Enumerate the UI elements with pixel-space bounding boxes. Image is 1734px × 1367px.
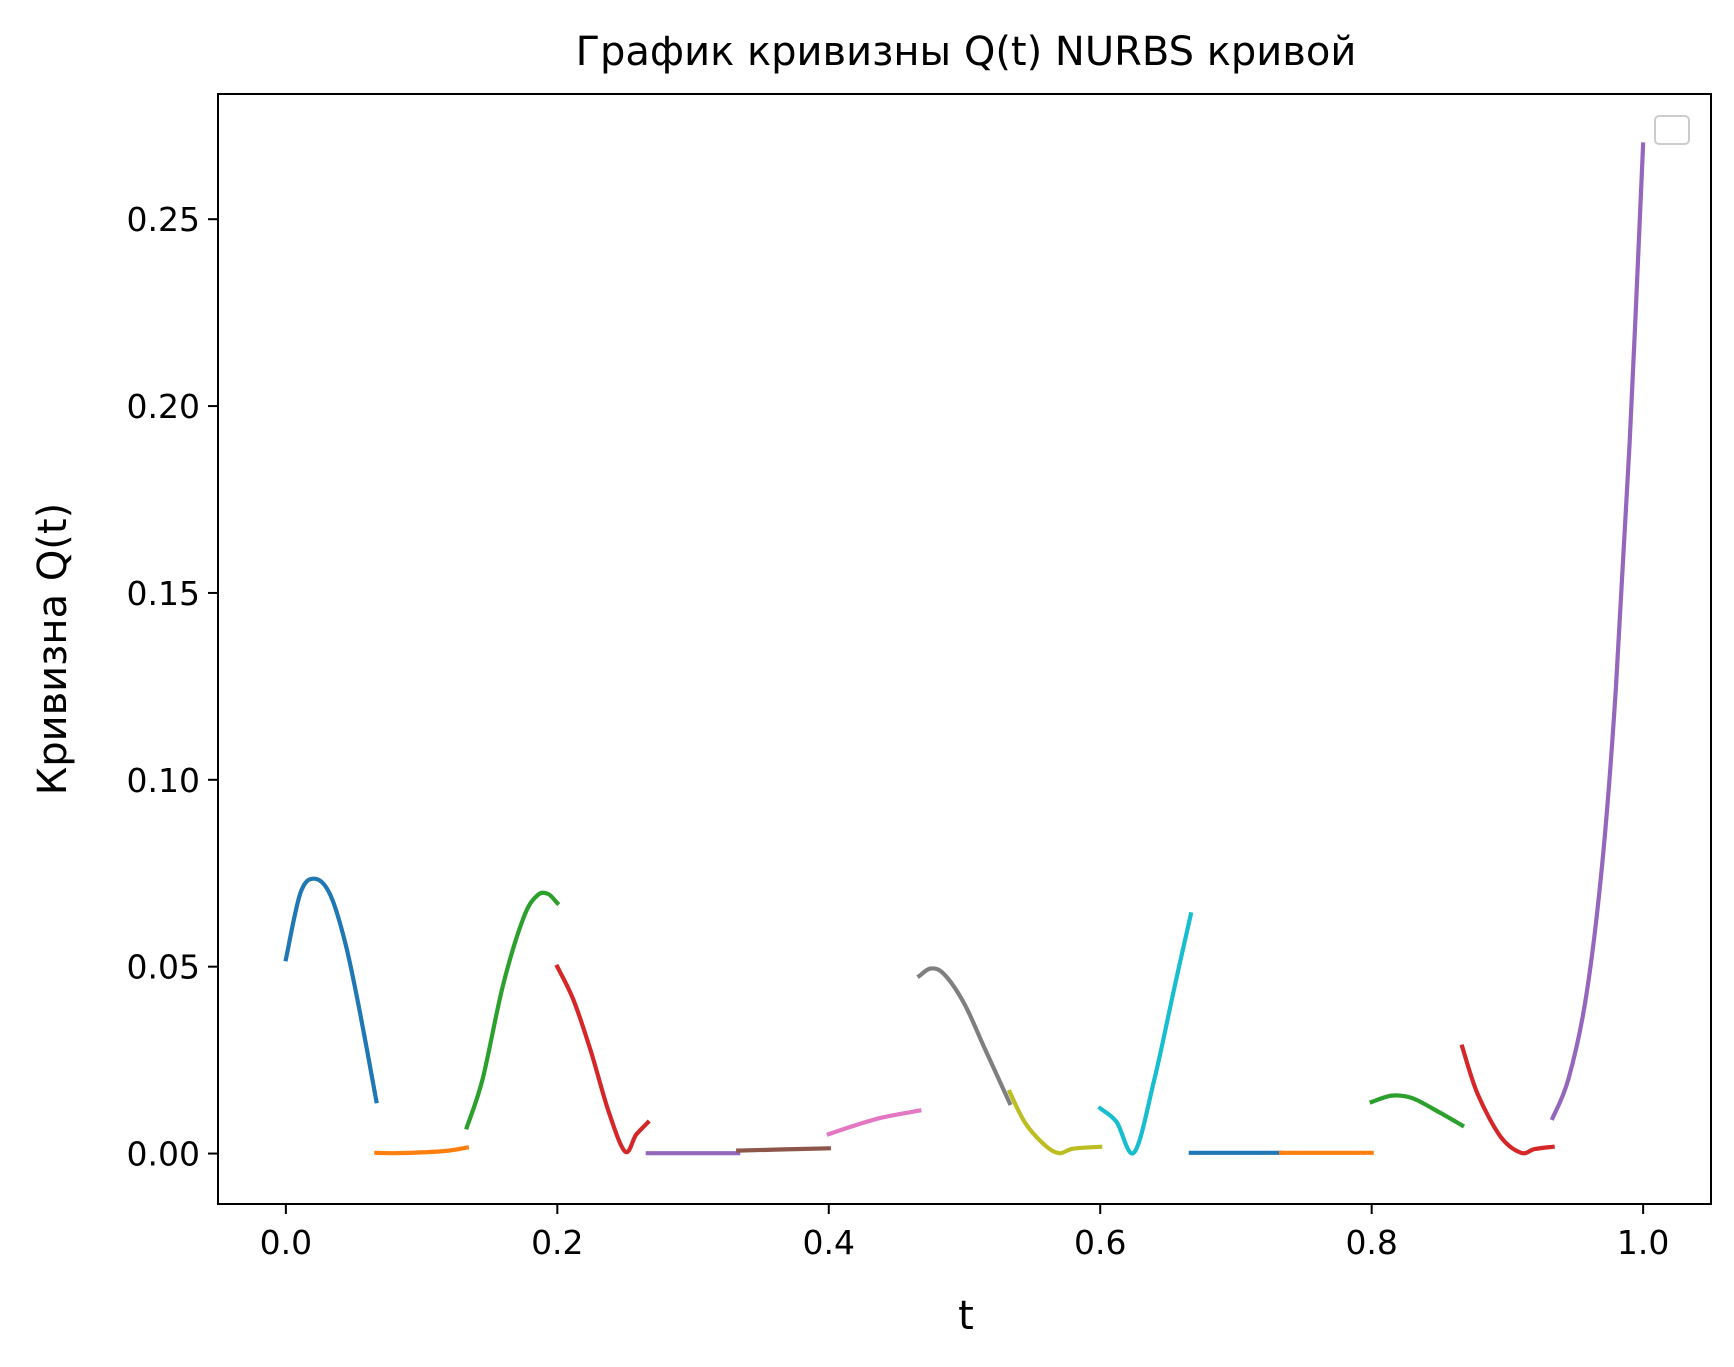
series-segment-13 <box>1369 1093 1466 1129</box>
series-segment-1 <box>283 876 379 1104</box>
series-segment-8 <box>916 966 1013 1106</box>
x-axis-label: t <box>958 1293 974 1339</box>
y-tick-label: 0.00 <box>127 1135 200 1174</box>
series-segment-7 <box>826 1108 922 1137</box>
plot-area-frame <box>217 93 1712 1205</box>
y-tick-label: 0.20 <box>127 387 200 426</box>
series-segment-6 <box>736 1146 831 1153</box>
x-axis-ticks: 0.0 0.2 0.4 0.6 0.8 1.0 <box>260 1204 1669 1262</box>
x-tick-label: 1.0 <box>1617 1223 1669 1262</box>
series-segment-4 <box>554 963 651 1155</box>
y-axis-ticks: 0.00 0.05 0.10 0.15 0.20 0.25 <box>127 200 218 1174</box>
series-segment-3 <box>464 890 561 1131</box>
x-tick-label: 0.0 <box>260 1223 312 1262</box>
series-segment-15 <box>1549 142 1646 1121</box>
y-axis-label: Кривизна Q(t) <box>30 503 76 795</box>
y-tick-label: 0.10 <box>127 761 200 800</box>
y-tick-label: 0.15 <box>127 574 200 613</box>
series-segment-2 <box>374 1145 470 1156</box>
legend <box>1654 115 1690 145</box>
x-tick-label: 0.6 <box>1074 1223 1126 1262</box>
x-tick-label: 0.4 <box>803 1223 855 1262</box>
series-segment-10 <box>1097 911 1194 1156</box>
series-lines <box>283 142 1646 1156</box>
y-tick-label: 0.25 <box>127 200 200 239</box>
series-segment-9 <box>1006 1089 1103 1156</box>
x-tick-label: 0.2 <box>531 1223 583 1262</box>
series-segment-14 <box>1459 1044 1555 1156</box>
x-tick-label: 0.8 <box>1345 1223 1397 1262</box>
y-tick-label: 0.05 <box>127 948 200 987</box>
chart-title: График кривизны Q(t) NURBS кривой <box>576 29 1357 75</box>
